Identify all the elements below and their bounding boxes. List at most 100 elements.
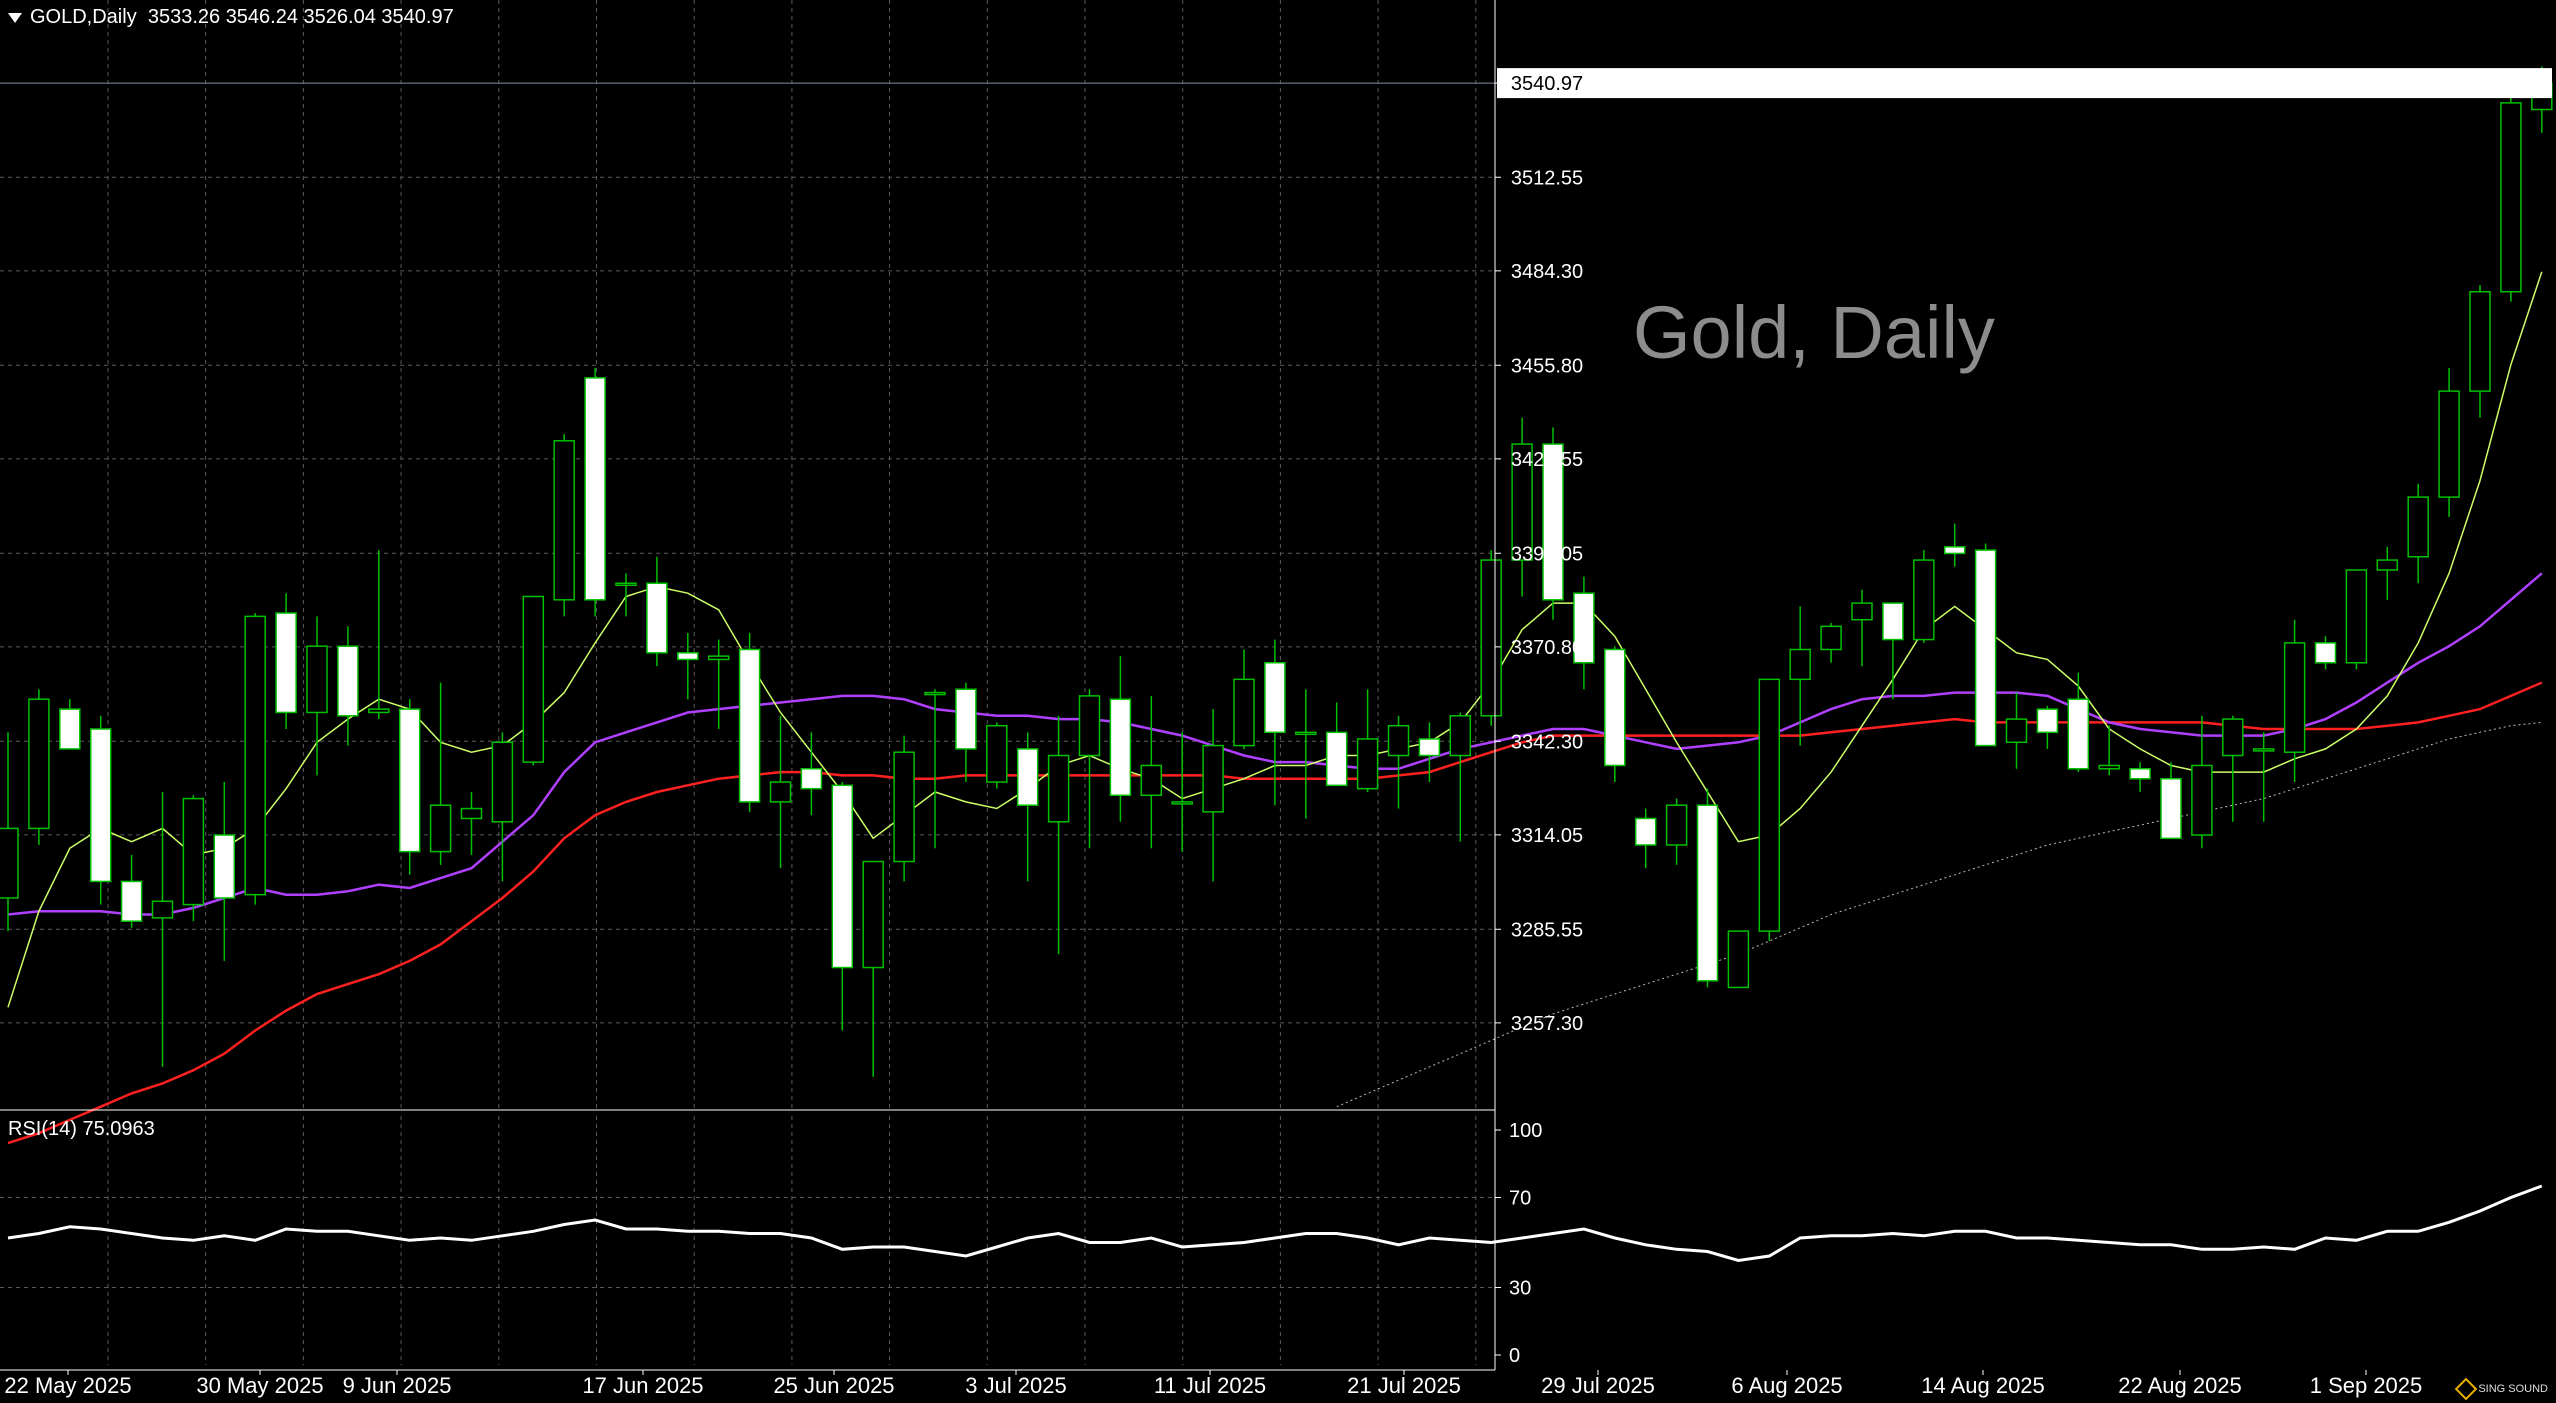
candle-body bbox=[1480, 559, 1502, 717]
x-tick-label: 6 Aug 2025 bbox=[1731, 1373, 1842, 1398]
candle-body bbox=[1573, 592, 1595, 664]
candle-body bbox=[707, 655, 730, 661]
rsi-label: RSI(14) bbox=[8, 1118, 77, 1140]
candle-body bbox=[2376, 559, 2399, 571]
candle-body bbox=[955, 688, 977, 750]
candle-body bbox=[2407, 496, 2429, 558]
candle-body bbox=[306, 645, 328, 714]
x-tick-label: 3 Jul 2025 bbox=[965, 1373, 1067, 1398]
candle-body bbox=[1604, 648, 1626, 767]
low-value: 3526.04 bbox=[303, 6, 376, 28]
candle-body bbox=[924, 691, 946, 696]
candle-body bbox=[1696, 804, 1719, 982]
x-tick-label: 25 Jun 2025 bbox=[773, 1373, 894, 1398]
y-tick-label: 3512.55 bbox=[1511, 167, 1583, 189]
y-tick-label: 3314.05 bbox=[1511, 825, 1583, 847]
x-tick-label: 30 May 2025 bbox=[196, 1373, 323, 1398]
candle-body bbox=[738, 648, 761, 803]
candle-body bbox=[1789, 648, 1811, 681]
rsi-series bbox=[7, 1184, 2543, 1263]
close-value: 3540.97 bbox=[381, 6, 454, 28]
logo-icon bbox=[2454, 1377, 2478, 1401]
ma-long-line bbox=[1336, 721, 2542, 1108]
candle-body bbox=[89, 728, 112, 883]
ma-long-series bbox=[1336, 721, 2542, 1108]
candle-body bbox=[1634, 817, 1657, 846]
candle-body bbox=[2283, 642, 2306, 753]
current-price-label: 3540.97 bbox=[1511, 73, 1583, 95]
candle-body bbox=[1820, 625, 1842, 651]
y-tick-label: 3370.80 bbox=[1511, 637, 1583, 659]
candle-body bbox=[800, 768, 823, 790]
candle-body bbox=[182, 797, 205, 906]
x-tick-label: 21 Jul 2025 bbox=[1347, 1373, 1461, 1398]
candle-body bbox=[1356, 738, 1379, 790]
candle-body bbox=[1418, 738, 1441, 757]
x-tick-label: 29 Jul 2025 bbox=[1541, 1373, 1655, 1398]
candle-body bbox=[584, 377, 606, 601]
candle-body bbox=[2067, 698, 2090, 770]
ma-fast-series bbox=[7, 271, 2543, 1008]
rsi-tick-label: 70 bbox=[1509, 1188, 1531, 1210]
candle-body bbox=[213, 834, 236, 899]
x-tick-label: 1 Sep 2025 bbox=[2310, 1373, 2423, 1398]
candle-body bbox=[120, 880, 143, 922]
candle-body bbox=[1233, 678, 1255, 747]
logo-text: SING SOUND bbox=[2478, 1383, 2548, 1395]
candle-body bbox=[429, 804, 452, 853]
candle-body bbox=[368, 708, 390, 714]
candle-body bbox=[2036, 708, 2059, 734]
x-tick-label: 22 May 2025 bbox=[4, 1373, 131, 1398]
rsi-line bbox=[7, 1184, 2543, 1263]
candle-body bbox=[522, 595, 545, 763]
candle-body bbox=[769, 781, 792, 803]
candle-body bbox=[1449, 715, 1472, 757]
candle-body bbox=[831, 784, 854, 969]
x-tick-label: 14 Aug 2025 bbox=[1921, 1373, 2045, 1398]
candle-body bbox=[2252, 748, 2275, 752]
sing-sound-logo: SING SOUND bbox=[2454, 1377, 2548, 1401]
candle-body bbox=[862, 860, 884, 969]
candle-body bbox=[1047, 754, 1070, 823]
candle-body bbox=[986, 724, 1008, 783]
watermark: Gold, Daily bbox=[1633, 291, 1995, 374]
open-value: 3533.26 bbox=[147, 6, 221, 28]
y-tick-label: 3257.30 bbox=[1511, 1013, 1583, 1035]
candle-body bbox=[2345, 569, 2368, 664]
candle-body bbox=[1758, 678, 1781, 932]
candle-body bbox=[1974, 549, 1997, 747]
candle-body bbox=[337, 645, 359, 717]
current-price-box bbox=[1497, 68, 2552, 99]
chart-header: GOLD,Daily 3533.26 3546.24 3526.04 3540.… bbox=[8, 6, 454, 29]
candle-body bbox=[1882, 602, 1904, 641]
rsi-header: RSI(14) 75.0963 bbox=[8, 1118, 155, 1141]
candle-body bbox=[1943, 546, 1966, 555]
x-tick-label: 11 Jul 2025 bbox=[1154, 1373, 1266, 1398]
candle-body bbox=[1295, 731, 1317, 736]
triangle-down-icon[interactable] bbox=[8, 12, 22, 23]
candle-body bbox=[646, 582, 668, 654]
y-tick-label: 3285.55 bbox=[1511, 919, 1583, 941]
y-tick-label: 3342.30 bbox=[1511, 731, 1583, 753]
candle-body bbox=[1511, 443, 1533, 561]
x-tick-label: 22 Aug 2025 bbox=[2118, 1373, 2242, 1398]
candle-body bbox=[59, 708, 81, 750]
candles bbox=[0, 66, 2553, 1077]
candle-body bbox=[1387, 724, 1410, 757]
candle-body bbox=[553, 440, 575, 601]
x-tick-label: 17 Jun 2025 bbox=[582, 1373, 703, 1398]
candle-body bbox=[275, 612, 297, 714]
candle-body bbox=[1202, 744, 1224, 813]
rsi-tick-label: 30 bbox=[1509, 1278, 1531, 1300]
candle-body bbox=[1078, 695, 1101, 757]
candle-body bbox=[677, 652, 699, 661]
candle-body bbox=[893, 751, 915, 863]
ma-fast-line bbox=[7, 271, 2543, 1008]
rsi-tick-label: 100 bbox=[1509, 1120, 1542, 1142]
candle-body bbox=[2191, 764, 2213, 836]
y-tick-label: 3427.55 bbox=[1511, 449, 1583, 471]
candle-body bbox=[2005, 718, 2028, 744]
candle-body bbox=[1016, 748, 1039, 806]
